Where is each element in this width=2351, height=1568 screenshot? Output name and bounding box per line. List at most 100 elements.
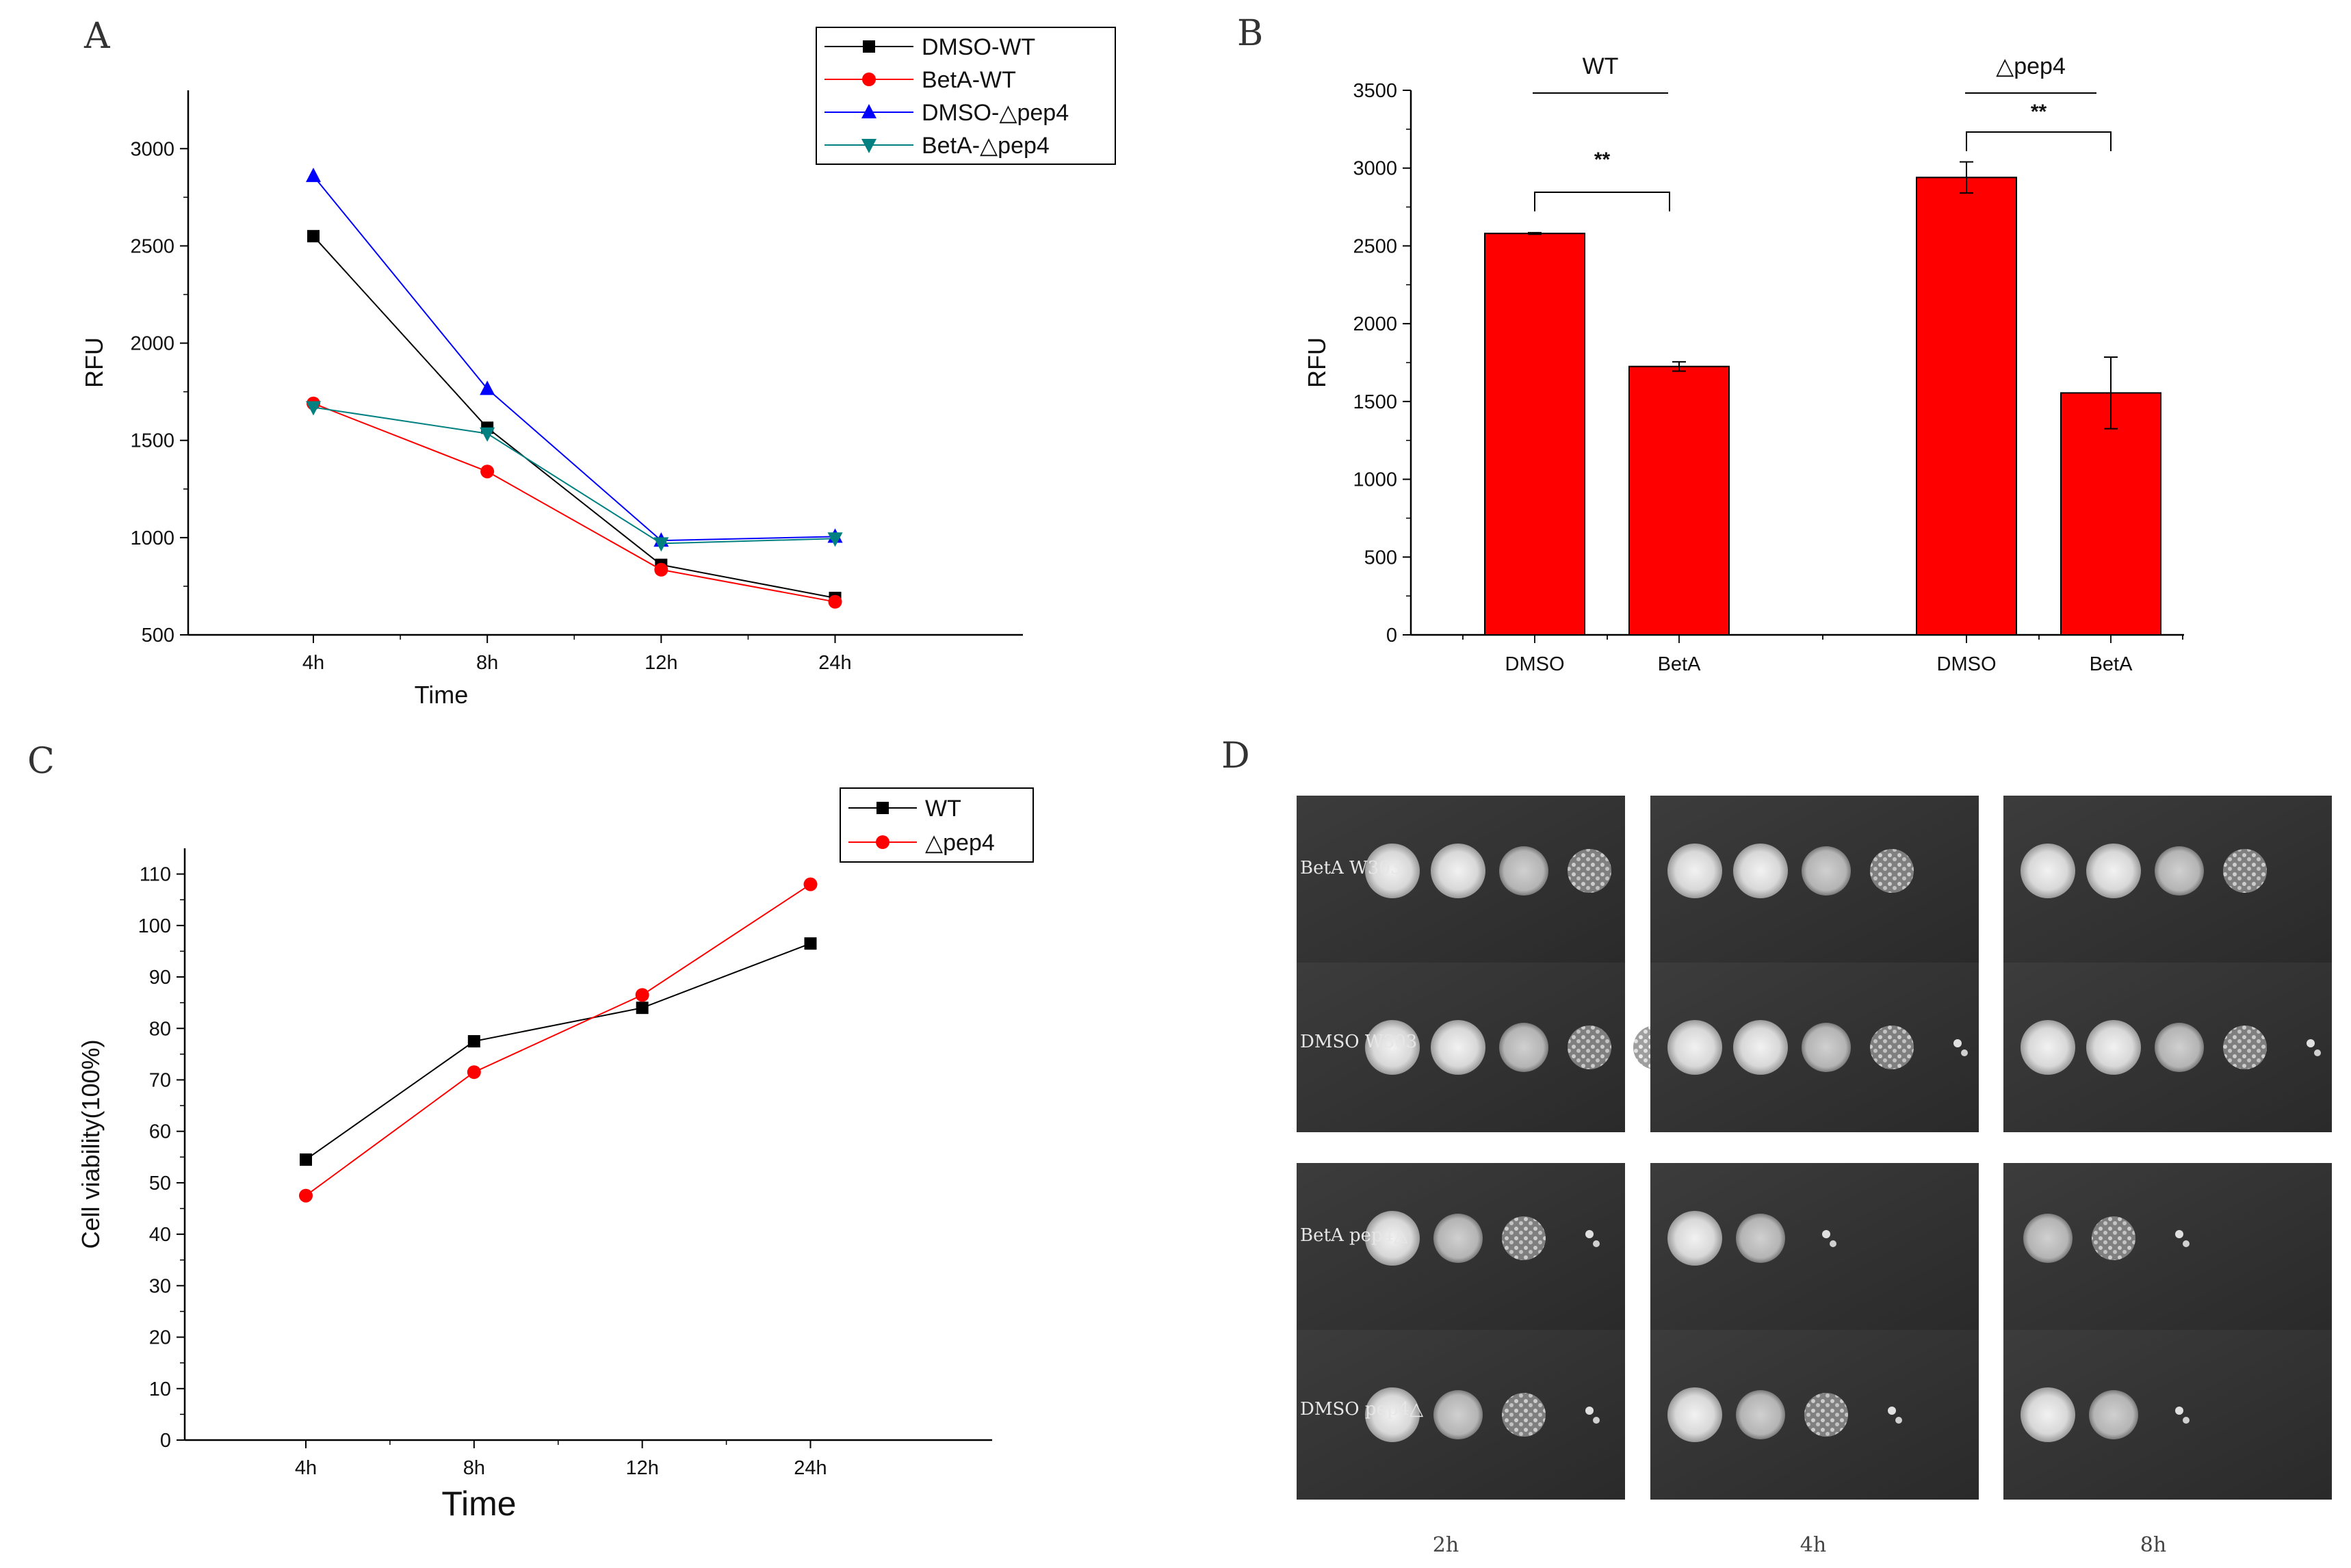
legend-marker bbox=[863, 40, 875, 53]
colony-spot bbox=[2021, 1387, 2075, 1442]
legend-label: BetA-WT bbox=[922, 67, 1016, 93]
colony-spot bbox=[1433, 1390, 1483, 1439]
colony-spot bbox=[1822, 1230, 1830, 1238]
legend-marker bbox=[862, 73, 876, 86]
colony-spot bbox=[1888, 1407, 1896, 1415]
y-tick-label: 20 bbox=[149, 1327, 171, 1349]
data-point bbox=[467, 1065, 481, 1080]
colony-spot bbox=[1736, 1214, 1785, 1263]
spot-assay-photos: BetA W303 DMSO W303 BetA pep4△ DMSO pep4△ 2h… bbox=[1297, 796, 2332, 1557]
chart-a-rfu-line: 500 1000 1500 2000 2500 3000 4h 8h 12h 24h Time RFU… bbox=[80, 27, 1116, 709]
data-point bbox=[828, 594, 842, 609]
colony-spot bbox=[2223, 849, 2267, 893]
y-tick-label: 0 bbox=[160, 1430, 171, 1452]
chart-c-viability-line: 0 10 20 30 40 50 60 70 80 90 100 110 4h 8h 12h 24h Time C… bbox=[77, 787, 1034, 1523]
significance-label: ** bbox=[1594, 148, 1611, 171]
colony-spot bbox=[2175, 1230, 2183, 1238]
series-line bbox=[313, 406, 835, 545]
y-tick-label: 80 bbox=[149, 1018, 171, 1040]
x-axis-label: Time bbox=[415, 681, 469, 709]
data-point bbox=[654, 562, 668, 577]
y-tick-label: 3000 bbox=[1353, 158, 1397, 180]
colony-spot bbox=[1667, 1387, 1722, 1442]
legend-marker bbox=[861, 104, 876, 118]
x-tick-label: DMSO bbox=[1505, 653, 1565, 675]
group-label: WT bbox=[1583, 53, 1619, 79]
y-tick-label: 90 bbox=[149, 967, 171, 989]
colony-spot bbox=[1365, 1211, 1420, 1266]
panel-letter-d: D bbox=[1221, 735, 1250, 776]
colony-spot bbox=[1365, 1020, 1420, 1075]
row-label: BetA W303 bbox=[1300, 858, 1401, 878]
x-tick-label: 12h bbox=[645, 652, 677, 674]
panel-letter-a: A bbox=[83, 16, 111, 57]
significance-bracket bbox=[1534, 192, 1670, 211]
colony-spot bbox=[2086, 1020, 2141, 1075]
y-tick-label: 30 bbox=[149, 1275, 171, 1297]
colony-spot bbox=[1802, 1023, 1851, 1072]
y-tick-label: 3000 bbox=[130, 138, 174, 160]
colony-spot bbox=[1870, 1025, 1914, 1069]
legend-label: DMSO-△pep4 bbox=[922, 100, 1069, 126]
y-tick-label: 50 bbox=[149, 1173, 171, 1194]
colony-spot bbox=[1733, 844, 1788, 898]
colony-spot bbox=[2086, 844, 2141, 898]
y-tick-label: 10 bbox=[149, 1378, 171, 1400]
colony-spot bbox=[1830, 1240, 1836, 1247]
colony-spot bbox=[1961, 1049, 1968, 1056]
row-label: DMSO W303 bbox=[1300, 1032, 1417, 1052]
x-tick-label: DMSO bbox=[1937, 653, 1997, 675]
data-point bbox=[635, 988, 649, 1002]
x-tick-label: 24h bbox=[818, 652, 851, 674]
data-point bbox=[827, 532, 843, 547]
colony-spot bbox=[1499, 846, 1548, 896]
colony-spot bbox=[2023, 1214, 2073, 1263]
data-point bbox=[636, 1002, 649, 1015]
colony-spot bbox=[1736, 1390, 1785, 1439]
data-point bbox=[299, 1188, 313, 1203]
row-label: DMSO pep4△ bbox=[1300, 1399, 1423, 1420]
data-point bbox=[307, 230, 320, 243]
data-point bbox=[480, 380, 495, 395]
colony-spot bbox=[2223, 1025, 2267, 1069]
legend-label: DMSO-WT bbox=[922, 34, 1035, 60]
y-tick-label: 0 bbox=[1386, 625, 1397, 646]
colony-spot bbox=[1502, 1393, 1546, 1437]
x-tick-label: 4h bbox=[302, 652, 324, 674]
legend-label: WT bbox=[925, 796, 961, 822]
colony-spot bbox=[1568, 1025, 1611, 1069]
y-tick-label: 110 bbox=[140, 864, 171, 886]
y-tick-label: 60 bbox=[149, 1121, 171, 1143]
colony-spot bbox=[1585, 1230, 1594, 1238]
y-tick-label: 1500 bbox=[1353, 391, 1397, 413]
x-tick-label: 12h bbox=[625, 1457, 658, 1479]
colony-spot bbox=[1733, 1020, 1788, 1075]
row-label: BetA pep4△ bbox=[1300, 1225, 1407, 1246]
series-line bbox=[313, 175, 835, 542]
y-tick-label: 2000 bbox=[130, 333, 174, 355]
y-tick-label: 1000 bbox=[1353, 469, 1397, 491]
chart-b-rfu-bar: 0 500 1000 1500 2000 2500 3000 3500 RFU DMSO BetA D… bbox=[1303, 53, 2184, 675]
y-tick-label: 500 bbox=[1364, 547, 1397, 569]
data-point bbox=[306, 168, 321, 183]
colony-spot bbox=[1667, 844, 1722, 898]
y-tick-label: 100 bbox=[138, 915, 171, 937]
y-axis-label: RFU bbox=[1303, 337, 1331, 388]
y-tick-label: 2500 bbox=[130, 235, 174, 257]
y-axis-label: RFU bbox=[80, 337, 108, 388]
colony-spot bbox=[2175, 1407, 2183, 1415]
colony-spot bbox=[1433, 1214, 1483, 1263]
group-label: △pep4 bbox=[1996, 53, 2066, 79]
significance-bracket bbox=[1966, 131, 2112, 151]
bar bbox=[1628, 365, 1730, 636]
time-label: 2h bbox=[1433, 1533, 1459, 1557]
x-tick-label: 4h bbox=[295, 1457, 317, 1479]
colony-spot bbox=[2021, 844, 2075, 898]
legend-box bbox=[840, 787, 1034, 863]
colony-spot bbox=[1667, 1211, 1722, 1266]
colony-spot bbox=[1667, 1020, 1722, 1075]
x-tick-label: BetA bbox=[1658, 653, 1702, 675]
data-point bbox=[480, 427, 495, 442]
colony-spot bbox=[2155, 1023, 2204, 1072]
legend-label: BetA-△pep4 bbox=[922, 133, 1050, 159]
